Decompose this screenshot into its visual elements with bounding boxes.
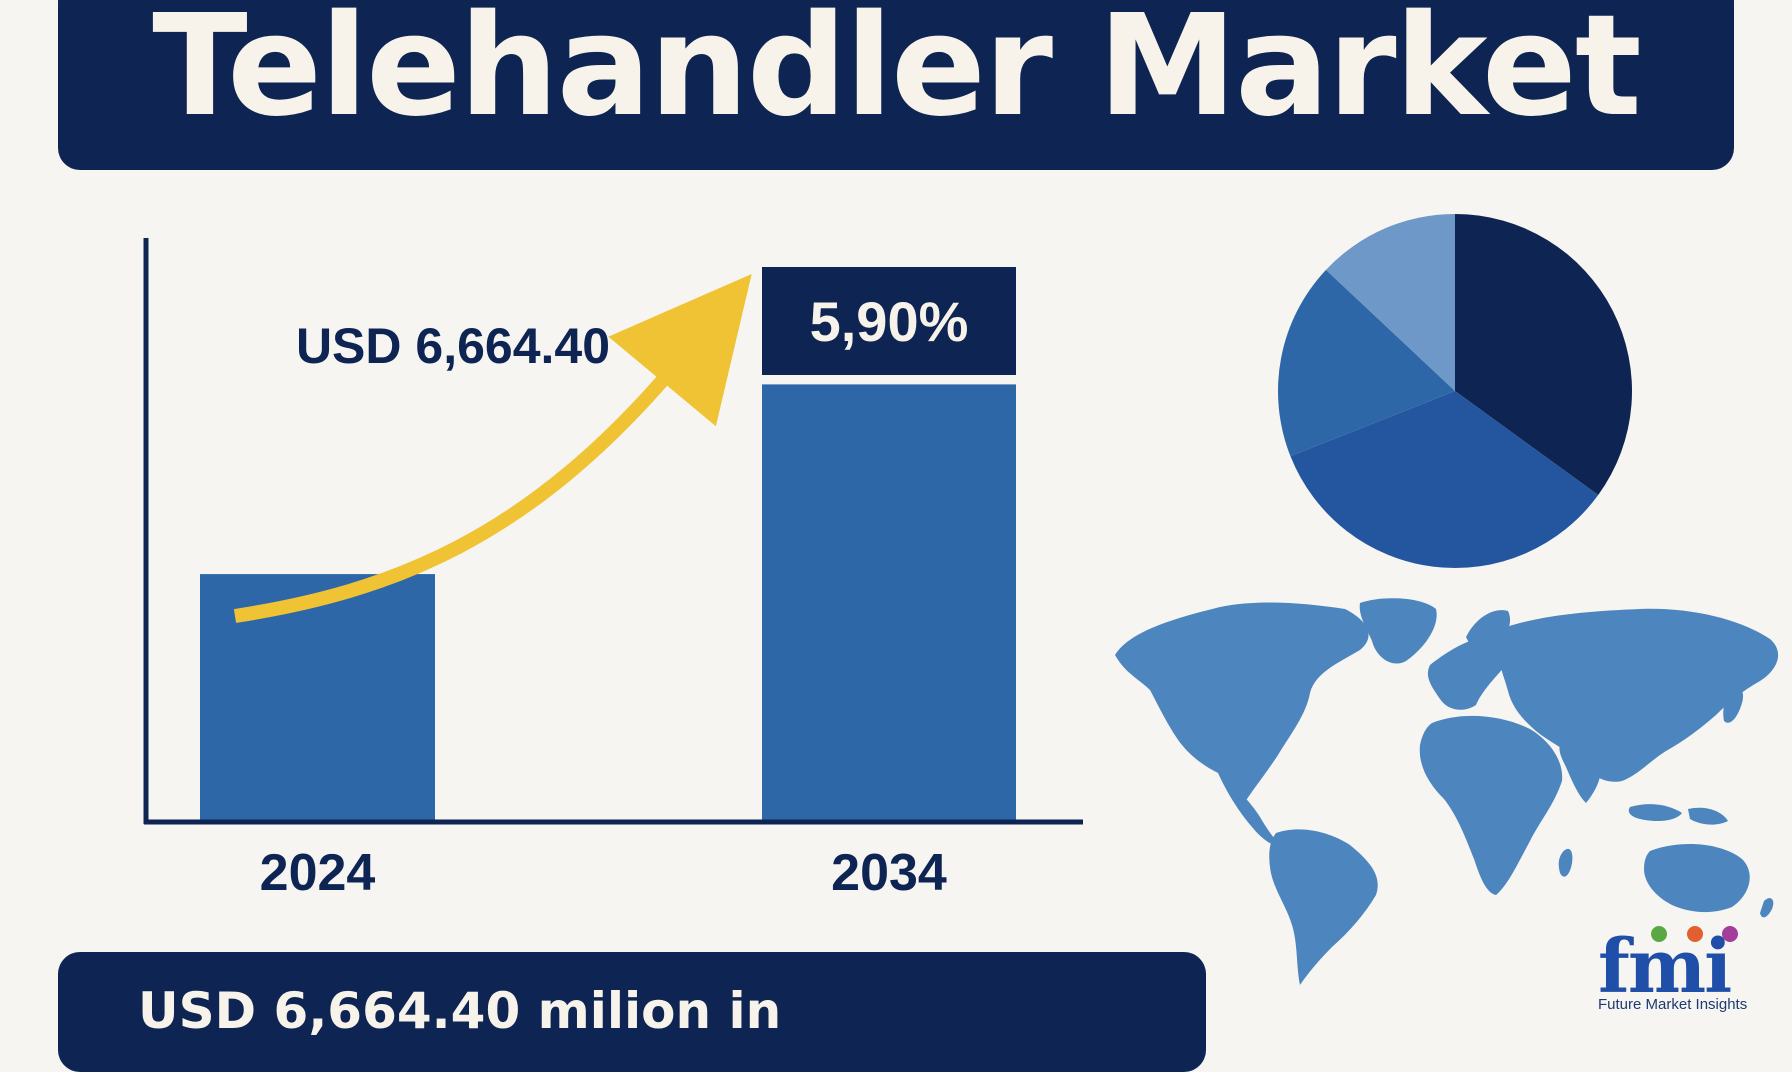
logo-dot-orange xyxy=(1687,926,1703,942)
logo-tagline: Future Market Insights xyxy=(1598,996,1748,1013)
pie-slice-1 xyxy=(1455,214,1632,496)
bar-chart: USD 6,664.40 5,90% 2024 2034 xyxy=(143,238,1083,902)
bottom-banner: USD 6,664.40 milion in xyxy=(58,952,1206,1072)
title-banner: Telehandler Market xyxy=(58,0,1734,170)
page-title: Telehandler Market xyxy=(152,0,1642,148)
x-tick-label-2024: 2024 xyxy=(260,844,376,902)
growth-arrow xyxy=(233,273,752,623)
growth-rate-label: 5,90% xyxy=(810,290,969,353)
x-tick-label-2034: 2034 xyxy=(831,844,947,902)
fmi-logo: fmi Future Market Insights xyxy=(1596,918,1764,1024)
world-map-icon xyxy=(1115,598,1779,985)
pie-slice-4 xyxy=(1325,214,1455,391)
logo-word: fmi xyxy=(1598,924,1732,1010)
start-value-label: USD 6,664.40 xyxy=(296,318,610,374)
bottom-banner-text: USD 6,664.40 milion in xyxy=(138,982,782,1040)
pie-chart xyxy=(1278,214,1632,568)
growth-rate-badge xyxy=(762,267,1016,375)
pie-slice-3 xyxy=(1278,269,1455,457)
bar-2034 xyxy=(762,384,1016,820)
pie-slice-2 xyxy=(1290,391,1599,568)
logo-dot-purple xyxy=(1722,926,1738,942)
logo-dot-green xyxy=(1651,926,1667,942)
